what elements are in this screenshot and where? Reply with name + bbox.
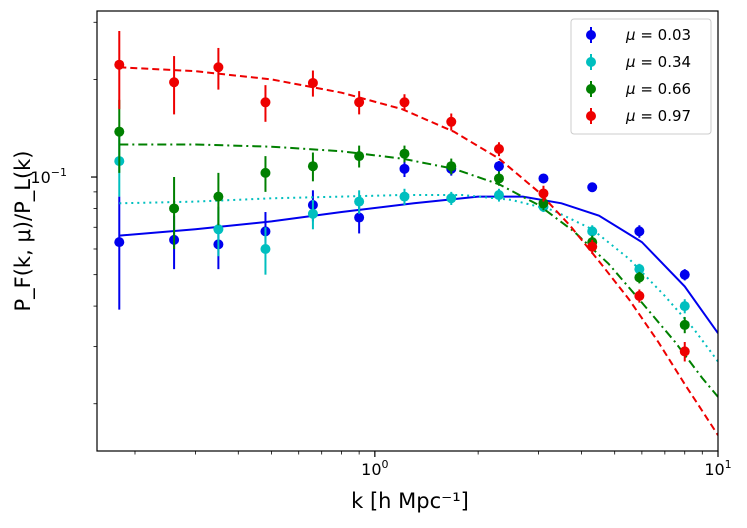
data-point xyxy=(114,126,125,137)
data-point xyxy=(538,173,549,184)
data-point xyxy=(538,188,549,199)
legend-label: μ = 0.03 xyxy=(625,26,691,44)
x-tick-label: 101 xyxy=(704,458,731,479)
model-curve-2 xyxy=(119,143,718,398)
legend-label: μ = 0.66 xyxy=(625,80,691,98)
model-curve-1 xyxy=(119,194,718,363)
data-point xyxy=(538,198,549,209)
data-point xyxy=(679,269,690,280)
data-point xyxy=(114,59,125,70)
data-point xyxy=(679,319,690,330)
data-point xyxy=(354,97,365,108)
data-point xyxy=(446,161,457,172)
data-point xyxy=(679,301,690,312)
data-point xyxy=(213,224,224,235)
data-point xyxy=(634,226,645,237)
data-point xyxy=(587,226,598,237)
legend-box xyxy=(570,18,712,135)
series-3 xyxy=(114,30,718,436)
data-point xyxy=(587,241,598,252)
data-point xyxy=(354,151,365,162)
legend-label: μ = 0.97 xyxy=(625,107,691,125)
data-point xyxy=(446,193,457,204)
data-point xyxy=(307,161,318,172)
data-point xyxy=(493,144,504,155)
data-point xyxy=(634,290,645,301)
x-tick-label: 100 xyxy=(361,458,388,479)
data-point xyxy=(354,196,365,207)
data-point xyxy=(493,173,504,184)
data-point xyxy=(493,161,504,172)
series-2 xyxy=(114,99,718,398)
series-layer xyxy=(114,30,718,436)
data-point xyxy=(399,148,410,159)
data-point xyxy=(307,77,318,88)
data-point xyxy=(679,346,690,357)
y-tick-label: 10−1 xyxy=(30,166,67,187)
model-curve-3 xyxy=(119,66,718,436)
data-point xyxy=(354,212,365,223)
data-point xyxy=(114,237,125,248)
tick-labels: 100 101 10−1 xyxy=(30,166,731,479)
y-axis-label: P_F(k, μ)/P_L(k) xyxy=(11,151,36,312)
x-axis-label: k [h Mpc⁻¹] xyxy=(351,489,469,513)
data-point xyxy=(213,191,224,202)
data-point xyxy=(213,62,224,73)
data-point xyxy=(446,116,457,127)
data-point xyxy=(260,167,271,178)
major-ticks xyxy=(91,176,719,457)
legend: μ = 0.03 μ = 0.34 μ = 0.66 μ = 0.97 xyxy=(570,18,712,135)
data-point xyxy=(307,208,318,219)
data-point xyxy=(493,190,504,201)
data-point xyxy=(260,97,271,108)
legend-marker xyxy=(586,84,596,94)
legend-marker xyxy=(586,57,596,67)
data-point xyxy=(169,77,180,88)
data-point xyxy=(399,97,410,108)
data-point xyxy=(634,264,645,275)
data-point xyxy=(169,203,180,214)
legend-label: μ = 0.34 xyxy=(625,53,691,71)
data-point xyxy=(399,163,410,174)
data-point xyxy=(260,243,271,254)
legend-marker xyxy=(586,111,596,121)
data-point xyxy=(634,272,645,283)
legend-marker xyxy=(586,30,596,40)
data-point xyxy=(587,182,598,193)
data-point xyxy=(399,191,410,202)
plot-frame xyxy=(96,10,719,452)
